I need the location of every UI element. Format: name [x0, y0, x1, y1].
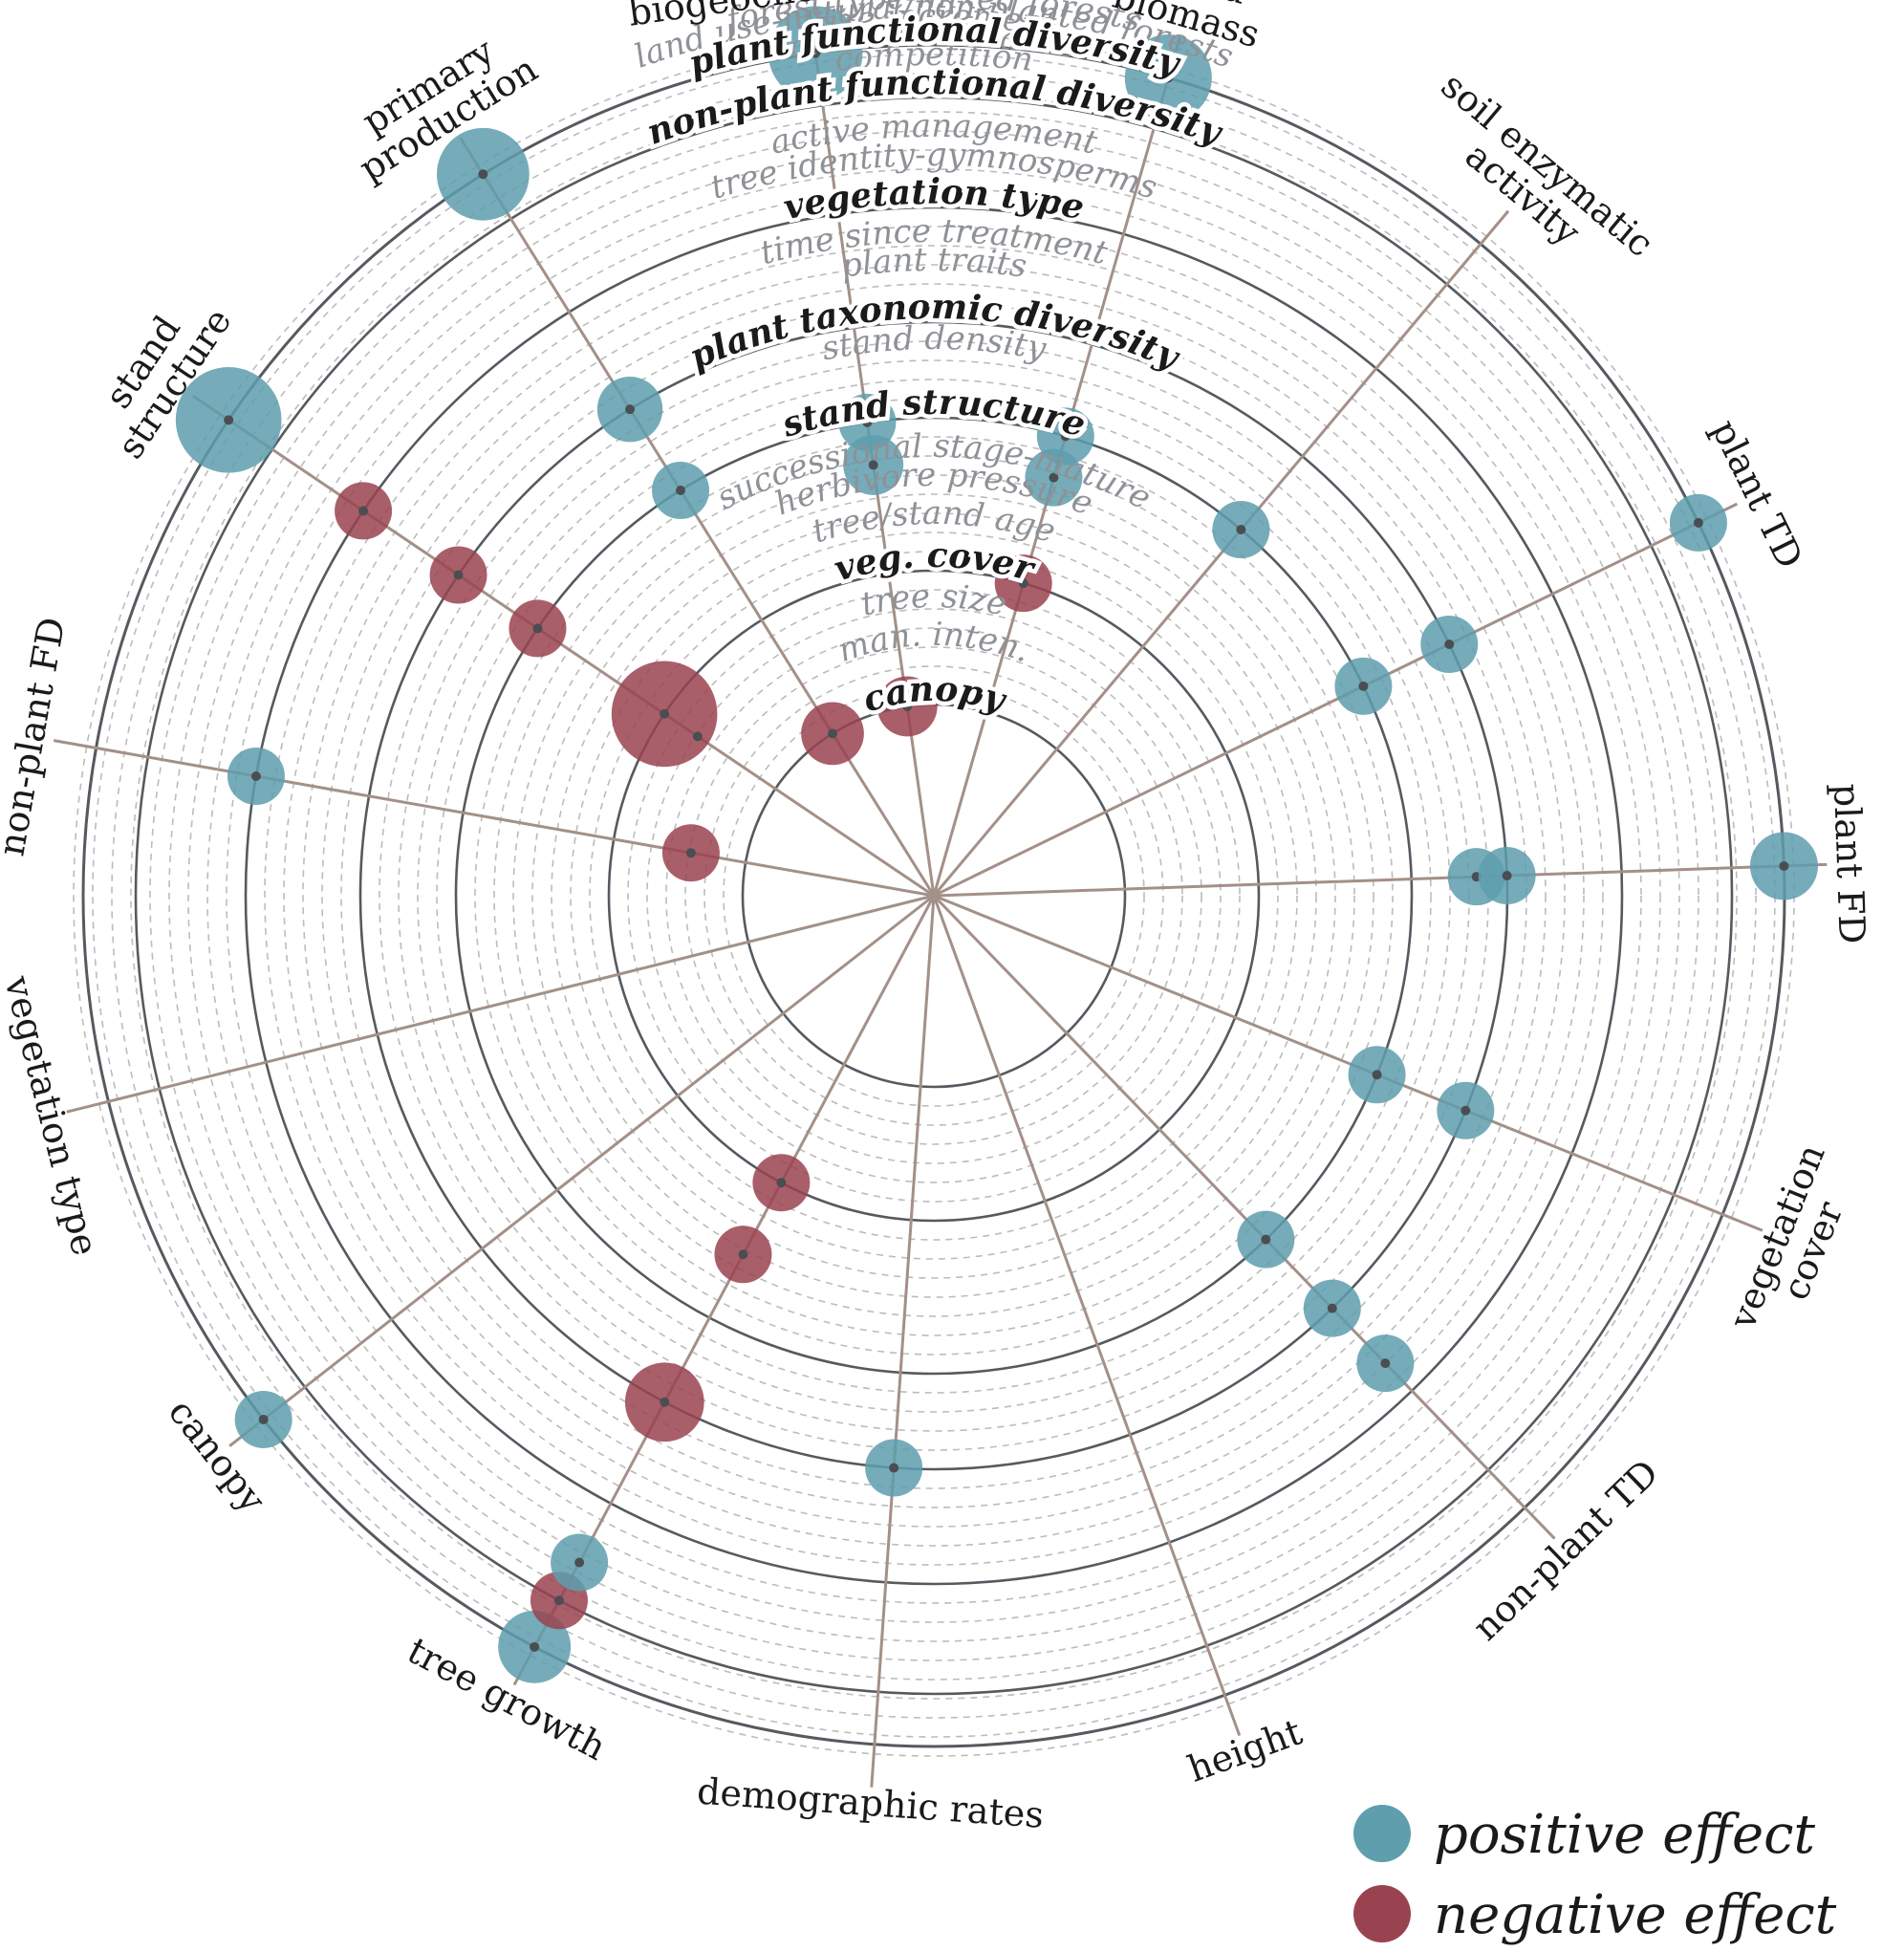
- spoke-stand-structure: [192, 394, 935, 898]
- point-center-dot: [1236, 524, 1246, 534]
- outcome-label: non-plant FD: [0, 614, 74, 858]
- grid-ring: [665, 627, 1202, 1164]
- grid-ring: [512, 474, 1355, 1317]
- grid-ring: [570, 531, 1298, 1260]
- point-center-dot: [530, 1641, 540, 1652]
- point-center-dot: [685, 848, 696, 858]
- positive-legend-swatch: [1353, 1805, 1411, 1862]
- grid-ring: [111, 73, 1757, 1719]
- grid-ring: [646, 608, 1222, 1183]
- spoke-vegetation-type: [66, 894, 935, 1114]
- point-center-dot: [453, 570, 464, 580]
- point-center-dot: [902, 701, 913, 711]
- grid-ring: [206, 168, 1661, 1623]
- point-center-dot: [738, 1249, 748, 1260]
- point-center-dot: [1049, 472, 1059, 483]
- predictor-level-label: plant traits: [839, 241, 1029, 286]
- outcome-label: height: [1182, 1710, 1308, 1789]
- point-center-dot: [625, 404, 636, 415]
- point-center-dot: [1460, 1105, 1471, 1116]
- point-center-dot: [660, 708, 670, 719]
- grid-ring: [723, 684, 1145, 1107]
- grid-ring: [703, 665, 1164, 1126]
- spoke-non-plant-fd: [53, 739, 935, 898]
- spoke-height: [932, 895, 1242, 1737]
- spoke-plant-fd: [933, 862, 1828, 898]
- point-center-dot: [1327, 1303, 1337, 1313]
- outcome-label: non-plant TD: [1464, 1451, 1666, 1648]
- spoke-primary-production: [459, 137, 936, 897]
- point-center-dot: [1779, 860, 1789, 871]
- predictor-ring: [134, 96, 1734, 1696]
- point-center-dot: [478, 169, 488, 180]
- point-center-dot: [692, 731, 703, 742]
- spoke-soil-enzymatic-activity: [932, 209, 1510, 897]
- point-center-dot: [868, 460, 878, 470]
- predictor-ring: [244, 206, 1624, 1586]
- spoke-demographic-rates: [870, 895, 936, 1788]
- point-center-dot: [224, 415, 234, 425]
- grid-layer: [73, 34, 1795, 1757]
- grid-ring: [436, 398, 1432, 1394]
- point-center-dot: [1693, 517, 1703, 528]
- grid-ring: [187, 149, 1680, 1642]
- point-center-dot: [1502, 871, 1512, 881]
- grid-ring: [474, 436, 1394, 1356]
- positive-legend-label: positive effect: [1434, 1804, 1816, 1866]
- point-center-dot: [553, 1595, 564, 1606]
- grid-ring: [283, 245, 1585, 1547]
- point-center-dot: [1444, 639, 1455, 649]
- grid-ring: [302, 264, 1566, 1528]
- outcome-label: plant FD: [1826, 783, 1873, 944]
- point-center-dot: [574, 1557, 585, 1568]
- spoke-layer: [53, 10, 1828, 1788]
- grid-ring: [627, 589, 1241, 1203]
- point-center-dot: [1261, 1234, 1271, 1245]
- point-center-dot: [1060, 431, 1071, 442]
- grid-ring: [226, 187, 1642, 1604]
- spoke-plant-td: [933, 502, 1739, 898]
- grid-ring: [321, 283, 1547, 1508]
- point-center-dot: [889, 1463, 899, 1473]
- point-center-dot: [776, 1178, 787, 1188]
- point-center-dot: [358, 506, 369, 516]
- grid-ring: [493, 455, 1374, 1336]
- point-center-dot: [811, 48, 821, 58]
- point-center-dot: [862, 417, 873, 427]
- grid-ring: [168, 130, 1699, 1661]
- spoke-non-plant-td: [932, 894, 1556, 1540]
- point-center-dot: [1380, 1358, 1391, 1369]
- spoke-canopy: [228, 894, 935, 1447]
- grid-ring: [130, 92, 1738, 1700]
- legend: positive effect negative effect: [1353, 1804, 1837, 1946]
- points-layer: [175, 6, 1818, 1683]
- point-center-dot: [828, 728, 838, 739]
- grid-ring: [684, 646, 1183, 1145]
- grid-ring: [589, 551, 1279, 1241]
- point-center-dot: [676, 485, 686, 495]
- point-center-dot: [532, 623, 543, 634]
- grid-ring: [264, 226, 1604, 1566]
- spoke-vegetation-cover: [933, 894, 1763, 1232]
- point-center-dot: [1372, 1070, 1382, 1080]
- predictor-ring: [454, 416, 1414, 1376]
- point-center-dot: [250, 770, 261, 781]
- point-center-dot: [1018, 578, 1028, 589]
- point-center-dot: [1163, 73, 1174, 83]
- negative-legend-swatch: [1353, 1885, 1411, 1942]
- point-center-dot: [660, 1397, 670, 1407]
- grid-ring: [531, 493, 1336, 1298]
- grid-ring: [417, 379, 1451, 1413]
- point-center-dot: [258, 1414, 269, 1424]
- point-center-dot: [1358, 681, 1369, 691]
- grid-ring: [551, 512, 1317, 1279]
- grid-ring: [149, 111, 1719, 1681]
- outcome-label: demographic rates: [696, 1770, 1045, 1836]
- predictor-level-label: competition: [833, 35, 1034, 79]
- predictor-level-label: man. inten.: [833, 616, 1035, 670]
- negative-legend-label: negative effect: [1434, 1884, 1837, 1946]
- predictor-ring: [607, 569, 1261, 1223]
- outcome-label: plant TD: [1703, 413, 1811, 575]
